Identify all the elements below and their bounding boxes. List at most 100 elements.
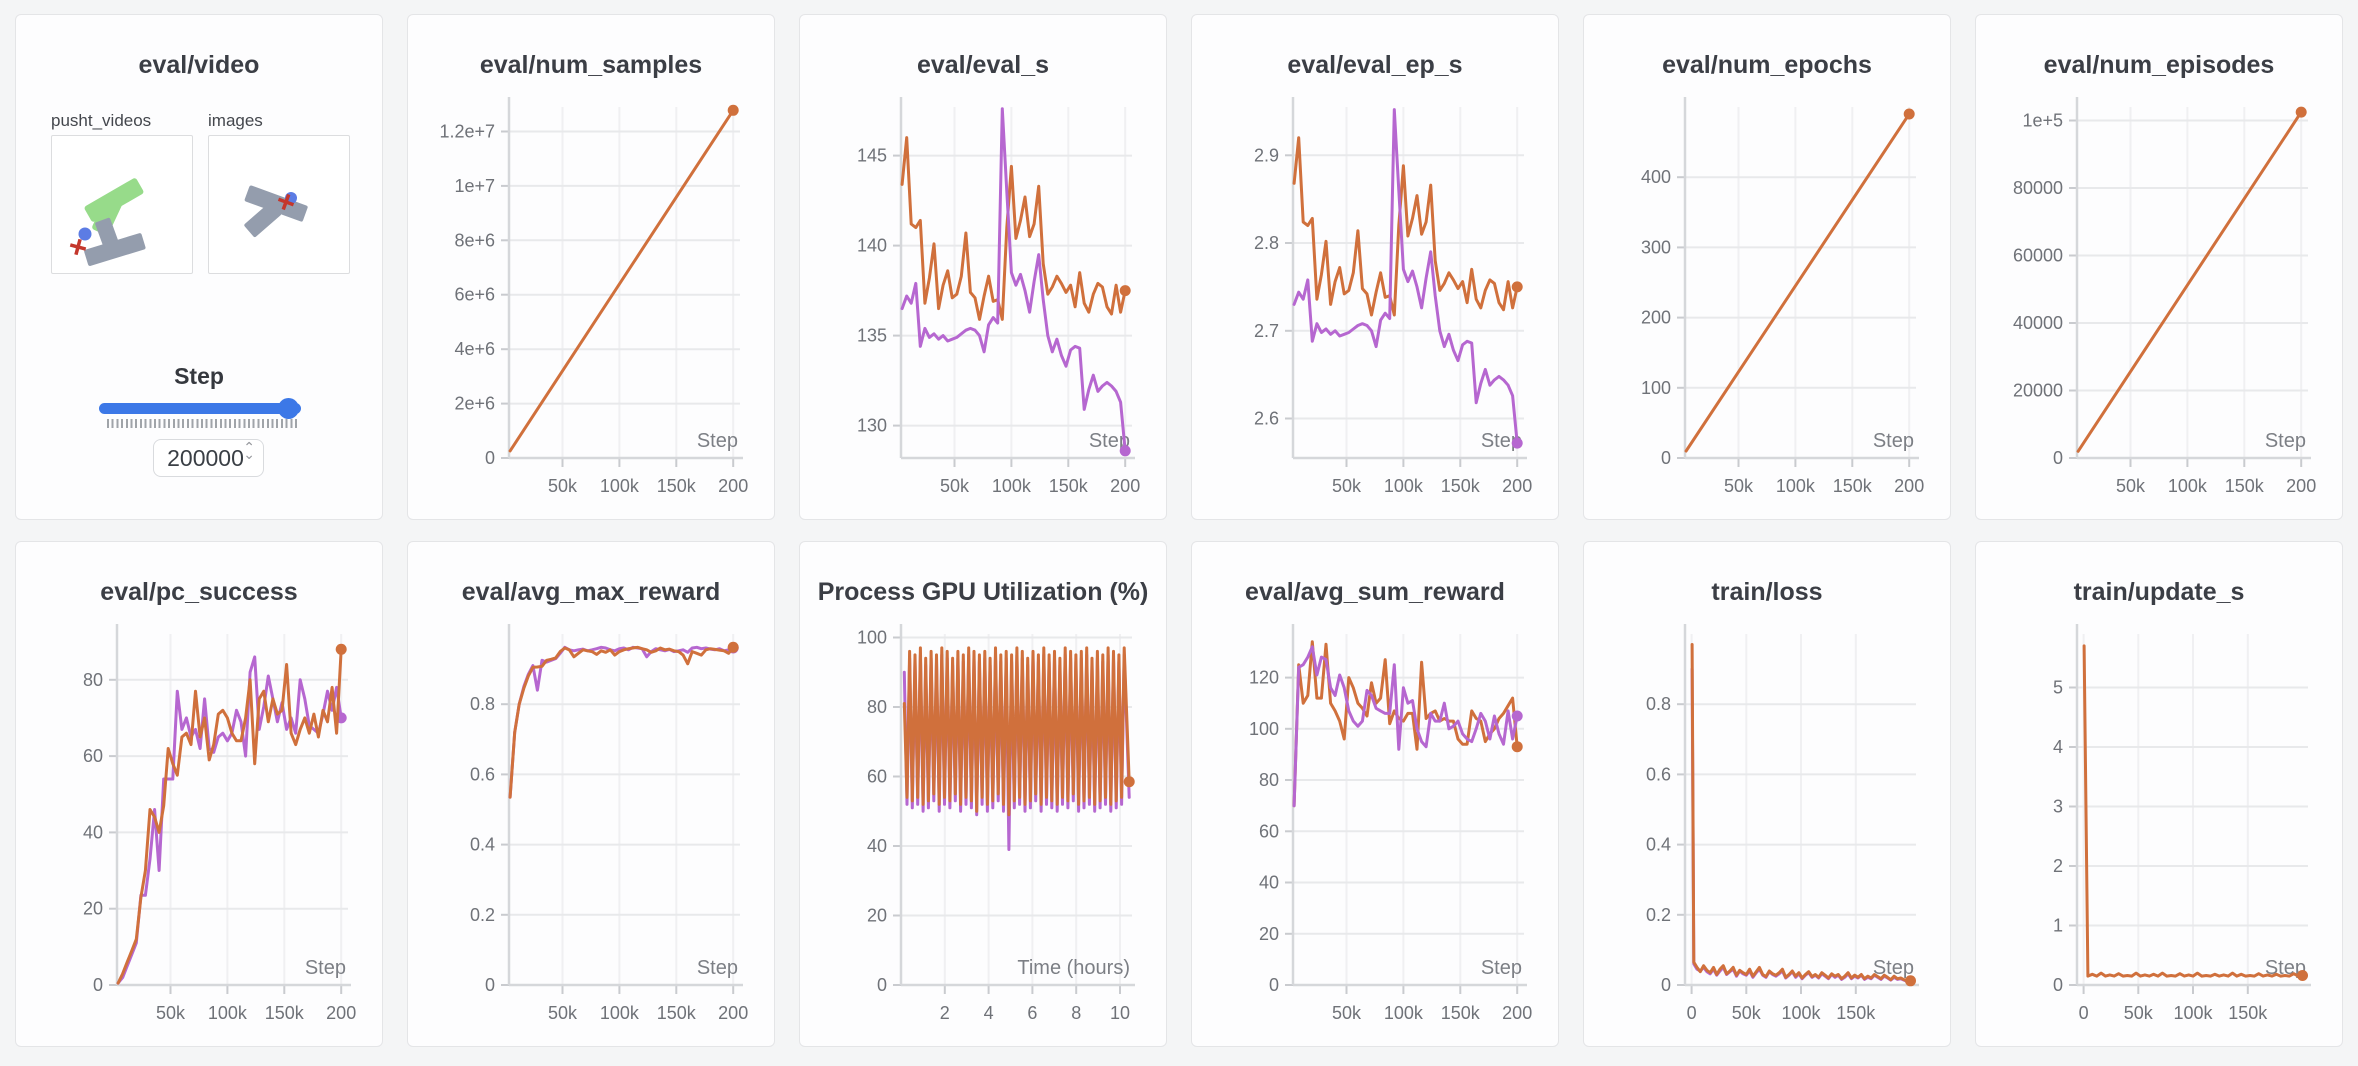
step-slider-handle[interactable] (278, 398, 299, 419)
svg-text:150k: 150k (2228, 1003, 2268, 1023)
svg-text:150k: 150k (1836, 1003, 1876, 1023)
svg-text:1e+7: 1e+7 (454, 176, 495, 196)
svg-text:Time (hours): Time (hours) (1017, 957, 1130, 979)
panel-eval-eval-ep-s[interactable]: eval/eval_ep_s 50k 100k 150k 200 2.6 2.7 2.8 2.… (1191, 14, 1559, 520)
panel-eval-avg-max-reward[interactable]: eval/avg_max_reward 50k 100k 150k 200 0 0.2 0.… (407, 541, 775, 1047)
step-slider-track[interactable] (99, 403, 301, 414)
pusht-scene (69, 178, 146, 266)
svg-text:0.8: 0.8 (470, 694, 495, 714)
panel-eval-eval-s[interactable]: eval/eval_s 50k 100k 150k 200 130 135 140 145 St… (799, 14, 1167, 520)
svg-text:140: 140 (857, 236, 887, 256)
panel-eval-video[interactable]: eval/video pusht_videos images (15, 14, 383, 520)
svg-text:200: 200 (326, 1003, 356, 1023)
stepper-down-icon[interactable]: ⌄ (243, 446, 255, 462)
svg-text:1.2e+7: 1.2e+7 (439, 122, 495, 142)
svg-text:10: 10 (1110, 1003, 1130, 1023)
panel-eval-avg-sum-reward[interactable]: eval/avg_sum_reward 50k 100k 150k 200 0 20 40 6… (1191, 541, 1559, 1047)
gray-t-stem (244, 202, 282, 238)
svg-text:40: 40 (83, 822, 103, 842)
svg-text:0.6: 0.6 (470, 764, 495, 784)
panel-title: train/loss (1711, 578, 1823, 606)
svg-text:150k: 150k (2225, 476, 2265, 496)
svg-text:40: 40 (867, 836, 887, 856)
svg-text:100k: 100k (1384, 476, 1424, 496)
svg-text:50k: 50k (156, 1003, 186, 1023)
step-slider-ruler (107, 419, 299, 428)
svg-text:0.4: 0.4 (1646, 835, 1671, 855)
stepper-up-icon[interactable]: ⌃ (243, 439, 255, 455)
svg-text:60: 60 (1259, 821, 1279, 841)
svg-text:0: 0 (485, 975, 495, 995)
svg-text:100: 100 (1249, 719, 1279, 739)
panel-eval-num-epochs[interactable]: eval/num_epochs 50k 100k 150k 200 0 100 200 300… (1583, 14, 1951, 520)
svg-text:50k: 50k (1732, 1003, 1762, 1023)
svg-text:50k: 50k (1332, 476, 1362, 496)
images-scene (244, 185, 308, 238)
step-number-input[interactable]: 200000 ⌃ ⌄ (153, 439, 264, 477)
svg-text:60: 60 (867, 767, 887, 787)
svg-text:200: 200 (1894, 476, 1924, 496)
panel-eval-pc-success[interactable]: eval/pc_success 50k 100k 150k 200 0 20 40 60 80 S… (15, 541, 383, 1047)
image-thumbnail[interactable] (208, 135, 350, 274)
panel-title: eval/avg_max_reward (461, 578, 721, 606)
svg-text:Step: Step (1873, 430, 1914, 452)
svg-text:Step: Step (1089, 430, 1130, 452)
svg-text:0: 0 (93, 975, 103, 995)
panel-eval-num-episodes[interactable]: eval/num_episodes 50k 100k 150k 200 0 20000 40… (1975, 14, 2343, 520)
svg-text:40: 40 (1259, 873, 1279, 893)
svg-text:0: 0 (2053, 448, 2063, 468)
panel-title: eval/num_episodes (2043, 51, 2275, 79)
svg-text:0: 0 (2079, 1003, 2089, 1023)
svg-text:100k: 100k (208, 1003, 248, 1023)
video-thumbnail-pusht[interactable] (51, 135, 193, 274)
stepper-arrows[interactable]: ⌃ ⌄ (243, 439, 255, 462)
svg-text:100k: 100k (1776, 476, 1816, 496)
svg-text:50k: 50k (548, 1003, 578, 1023)
gray-t-bar (244, 185, 308, 222)
svg-text:130: 130 (857, 416, 887, 436)
chart-canvas[interactable]: 50k 100k 150k 200 0 2e+6 4e+6 6e+6 8e+6 1e+7 1.2e+… (408, 77, 775, 520)
panel-train-loss[interactable]: train/loss 0 50k 100k 150k 0 0.2 0.4 0.6 0.8 Step (1583, 541, 1951, 1047)
svg-text:50k: 50k (2124, 1003, 2154, 1023)
panel-title: Process GPU Utilization (%) (817, 578, 1149, 606)
panel-title: train/update_s (2073, 578, 2245, 606)
chart-canvas[interactable]: 0 50k 100k 150k 0 0.2 0.4 0.6 0.8 Step (1584, 604, 1951, 1047)
svg-text:60: 60 (83, 746, 103, 766)
chart-canvas[interactable]: 50k 100k 150k 200 2.6 2.7 2.8 2.9 Step (1192, 77, 1559, 520)
svg-text:Step: Step (697, 430, 738, 452)
chart-canvas[interactable]: 50k 100k 150k 200 0 20000 40000 60000 80000 1e+5 S… (1976, 77, 2343, 520)
svg-text:100k: 100k (600, 476, 640, 496)
svg-text:150k: 150k (265, 1003, 305, 1023)
svg-text:Step: Step (697, 957, 738, 979)
panel-eval-num-samples[interactable]: eval/num_samples 50k 100k 150k 200 0 2e+6 4e+6… (407, 14, 775, 520)
svg-text:2.8: 2.8 (1254, 233, 1279, 253)
svg-text:20000: 20000 (2013, 381, 2063, 401)
svg-text:4: 4 (984, 1003, 994, 1023)
svg-text:40000: 40000 (2013, 313, 2063, 333)
svg-text:80: 80 (1259, 770, 1279, 790)
step-value[interactable]: 200000 (167, 444, 244, 471)
media-label-images: images (208, 111, 263, 130)
chart-canvas[interactable]: 50k 100k 150k 200 0 20 40 60 80 Step (16, 604, 383, 1047)
svg-text:6: 6 (1027, 1003, 1037, 1023)
svg-text:150k: 150k (1441, 1003, 1481, 1023)
chart-canvas[interactable]: 50k 100k 150k 200 0 0.2 0.4 0.6 0.8 Step (408, 604, 775, 1047)
panel-title: eval/pc_success (100, 578, 298, 606)
svg-text:0.8: 0.8 (1646, 694, 1671, 714)
svg-text:200: 200 (1502, 1003, 1532, 1023)
svg-text:Step: Step (305, 957, 346, 979)
chart-canvas[interactable]: 50k 100k 150k 200 0 20 40 60 80 100 120 Step (1192, 604, 1559, 1047)
svg-text:60000: 60000 (2013, 246, 2063, 266)
svg-text:2: 2 (2053, 856, 2063, 876)
panel-train-update-s[interactable]: train/update_s 0 50k 100k 150k 0 1 2 3 4 5 Step (1975, 541, 2343, 1047)
chart-canvas[interactable]: 50k 100k 150k 200 130 135 140 145 Step (800, 77, 1167, 520)
svg-text:0.2: 0.2 (1646, 905, 1671, 925)
chart-canvas[interactable]: 50k 100k 150k 200 0 100 200 300 400 Step (1584, 77, 1951, 520)
svg-text:100: 100 (1641, 378, 1671, 398)
panel-gpu-utilization[interactable]: Process GPU Utilization (%) 2 4 6 8 10 0 20 40 6… (799, 541, 1167, 1047)
svg-text:0: 0 (2053, 975, 2063, 995)
svg-text:120: 120 (1249, 668, 1279, 688)
